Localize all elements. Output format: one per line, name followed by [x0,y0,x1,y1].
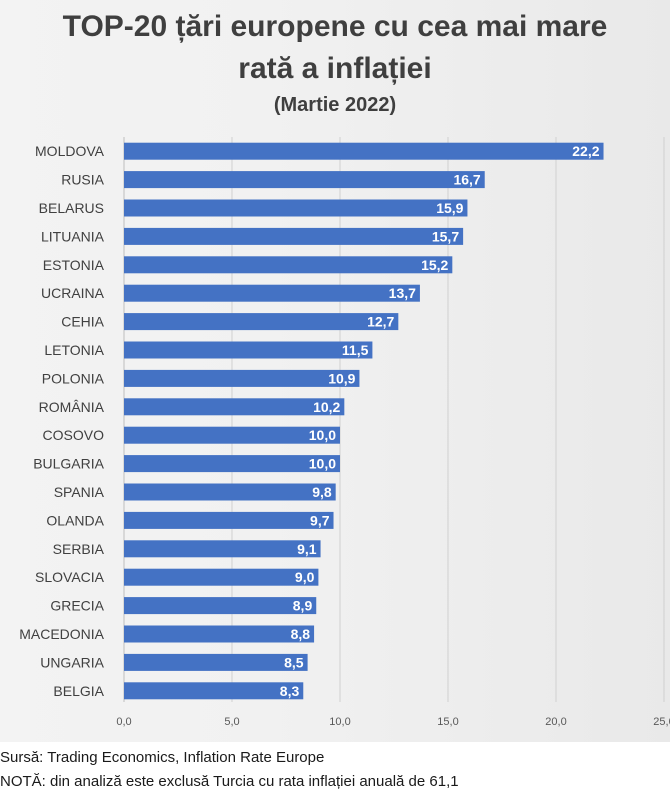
category-label: CEHIA [61,314,104,330]
bar [124,313,399,331]
bar [124,398,345,416]
data-label: 8,9 [293,598,313,614]
category-label: LETONIA [44,342,104,358]
data-label: 15,7 [432,228,459,244]
x-tick-label: 5,0 [224,716,239,728]
category-label: SLOVACIA [35,569,105,585]
category-label: LITUANIA [41,228,105,244]
data-label: 15,9 [436,200,463,216]
bar [124,369,360,387]
data-label: 10,0 [309,427,336,443]
data-label: 16,7 [453,172,480,188]
category-label: RUSIA [61,172,104,188]
category-label: COSOVO [43,427,105,443]
category-label: OLANDA [46,512,104,528]
data-label: 8,5 [284,654,304,670]
x-tick-label: 25,0 [653,716,670,728]
data-label: 13,7 [389,285,416,301]
bar [124,142,604,160]
data-label: 9,7 [310,512,330,528]
bar [124,682,304,700]
category-label: SPANIA [54,484,105,500]
bar [124,284,420,302]
x-tick-label: 20,0 [545,716,566,728]
bar [124,341,373,359]
category-label: MOLDOVA [35,143,105,159]
bar [124,256,453,274]
bar [124,511,334,529]
bar [124,199,468,217]
chart-subtitle: (Martie 2022) [273,94,397,116]
data-label: 10,0 [309,456,336,472]
bar [124,597,317,615]
bar [124,483,336,501]
data-label: 8,3 [280,683,300,699]
source-note: Sursă: Trading Economics, Inflation Rate… [0,749,325,766]
chart-title-line2: rată a inflației [238,52,432,85]
x-tick-label: 15,0 [437,716,458,728]
category-label: POLONIA [42,370,105,386]
category-label: UNGARIA [40,654,104,670]
data-label: 11,5 [342,342,369,358]
bar-chart: 0,0 5,0 10,0 15,0 20,0 25,0 MOLDOVA 22,2 RUSIA 16… [19,137,670,728]
bar [124,455,340,473]
x-tick-label: 10,0 [329,716,350,728]
category-label: BELGIA [53,683,104,699]
data-label: 10,9 [328,370,355,386]
bar [124,625,315,643]
category-label: ESTONIA [43,257,105,273]
x-tick-label: 0,0 [116,716,131,728]
bar [124,227,464,245]
category-label: ROMÂNIA [39,399,105,415]
category-label: GRECIA [50,598,104,614]
data-label: 12,7 [367,314,394,330]
bar [124,653,308,671]
data-label: 8,8 [291,626,311,642]
data-label: 10,2 [313,399,340,415]
bar [124,540,321,558]
category-label: UCRAINA [41,285,105,301]
category-label: MACEDONIA [19,626,104,642]
data-label: 9,1 [297,541,317,557]
exclusion-note: NOTĂ: din analiză este exclusă Turcia cu… [0,773,459,790]
data-label: 9,0 [295,569,315,585]
data-label: 22,2 [572,143,599,159]
chart-title-line1: TOP-20 țări europene cu cea mai mare [62,10,608,43]
bar [124,171,485,189]
data-label: 9,8 [312,484,332,500]
bar [124,426,340,444]
bar [124,568,319,586]
category-label: SERBIA [53,541,105,557]
category-label: BULGARIA [33,456,104,472]
data-label: 15,2 [421,257,448,273]
category-label: BELARUS [39,200,104,216]
